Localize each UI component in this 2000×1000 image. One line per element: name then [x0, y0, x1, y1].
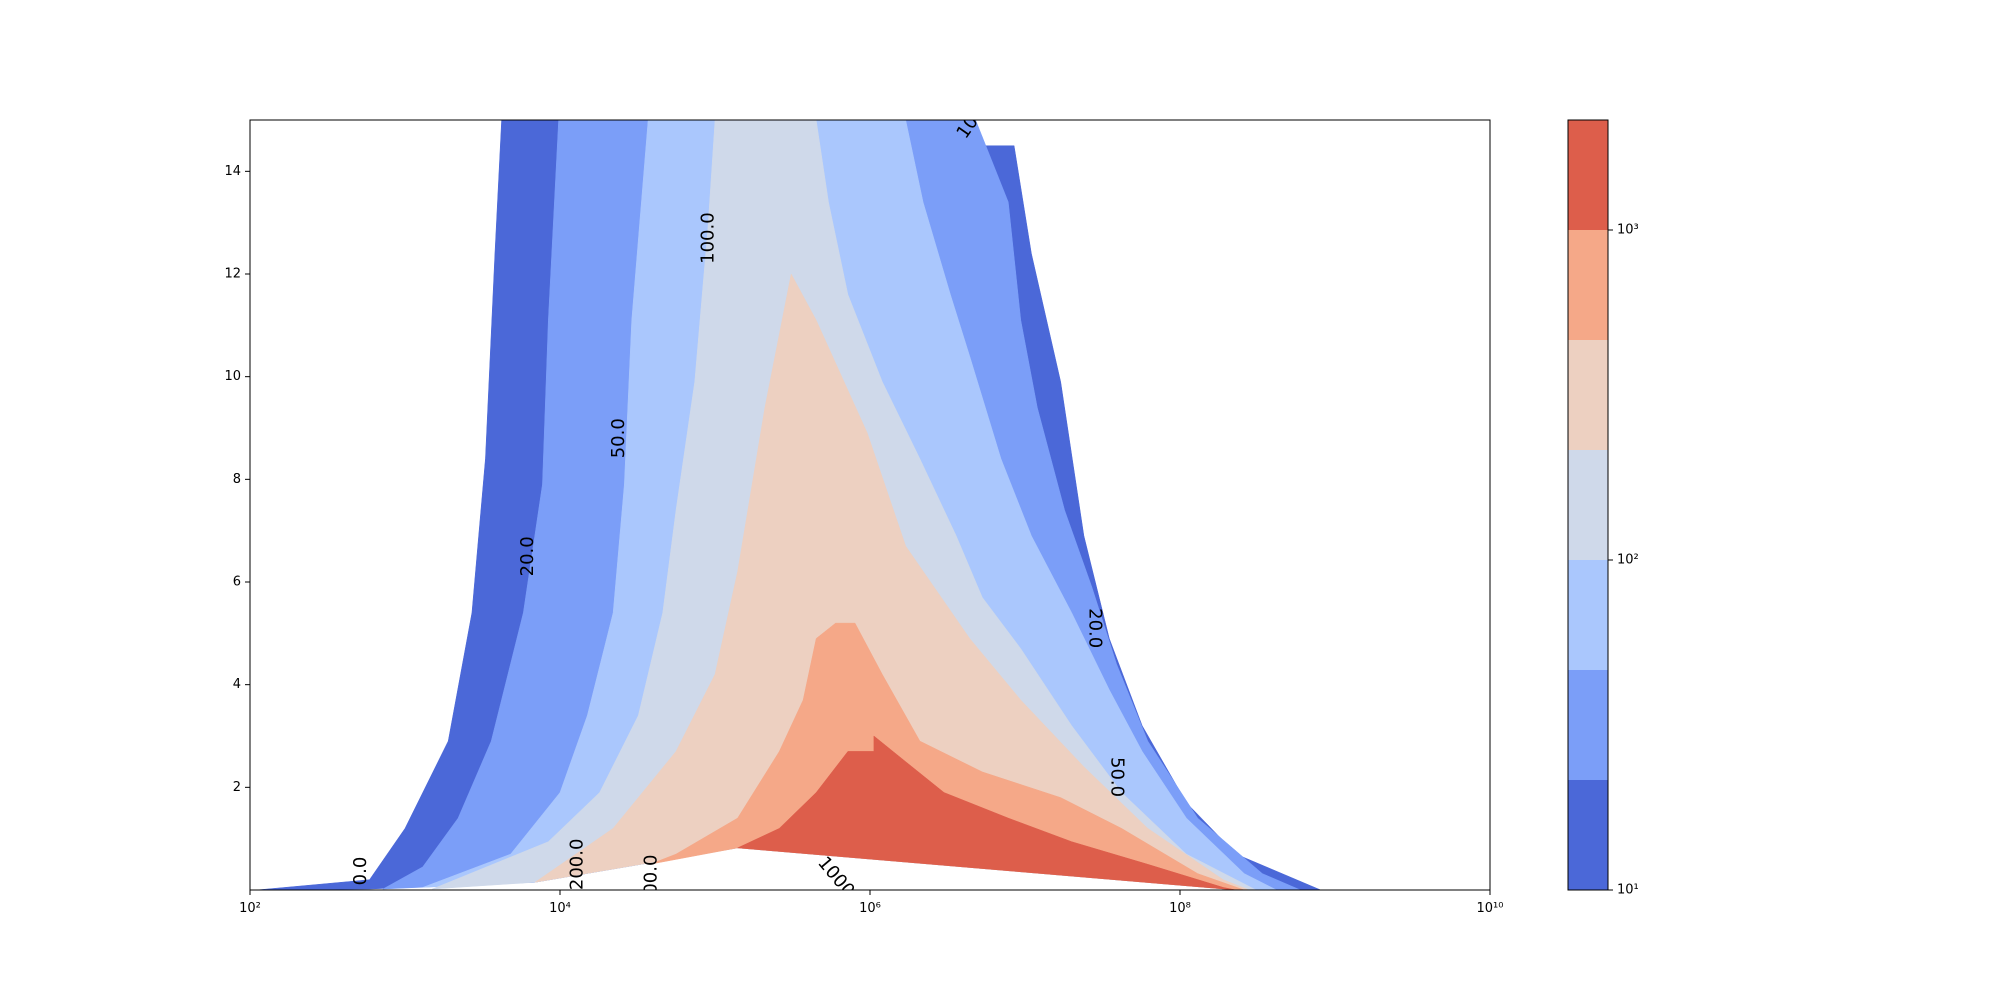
- contour-label: 1000: [813, 853, 859, 902]
- contour-label: 50.0: [1107, 757, 1128, 797]
- x-tick-label: 10⁴: [549, 901, 571, 916]
- colorbar-segment: [1568, 560, 1608, 670]
- x-tick-label: 10⁸: [1169, 901, 1191, 916]
- contour-label: 200.0: [567, 839, 588, 891]
- contour-band: [736, 735, 1237, 890]
- axes: 10² 10⁴ 10⁶ 10⁸ 10¹⁰ 2 4 6 8 10 12 14: [224, 164, 1503, 916]
- colorbar-tick-label: 10²: [1617, 553, 1639, 568]
- contour-label: 100.0: [698, 212, 719, 264]
- colorbar-segment: [1568, 120, 1608, 230]
- colorbar-tick-label: 10³: [1617, 223, 1639, 238]
- x-tick-label: 10⁶: [859, 901, 881, 916]
- y-tick-label: 2: [233, 780, 241, 795]
- colorbar-segment: [1568, 780, 1608, 890]
- colorbar-segment: [1568, 340, 1608, 450]
- x-tick-label: 10¹⁰: [1477, 901, 1504, 916]
- contour-label: 50.0: [608, 418, 629, 458]
- contour-label: 20.0: [517, 536, 538, 576]
- colorbar: 10¹ 10² 10³: [1567, 119, 1639, 898]
- colorbar-segment: [1568, 450, 1608, 560]
- colorbar-segment: [1568, 670, 1608, 780]
- y-tick-label: 8: [233, 472, 241, 487]
- colorbar-segment: [1568, 230, 1608, 340]
- y-tick-label: 4: [233, 677, 241, 692]
- colorbar-frame: [1567, 119, 1609, 891]
- contour-band: [534, 273, 1250, 890]
- contour-label: 00.0: [641, 855, 662, 895]
- contour-label: 20.0: [1084, 608, 1105, 648]
- x-tick-label: 10²: [239, 901, 261, 916]
- colorbar-tick-label: 10¹: [1617, 883, 1639, 898]
- y-tick-label: 12: [224, 267, 241, 282]
- y-tick-label: 6: [233, 575, 241, 590]
- contour-label: 0.0: [350, 857, 371, 886]
- y-tick-label: 14: [224, 164, 241, 179]
- y-tick-label: 10: [224, 369, 241, 384]
